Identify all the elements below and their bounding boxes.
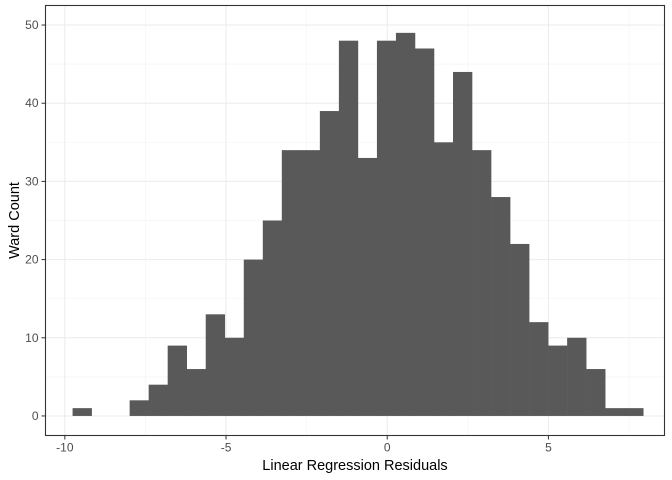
histogram-bar [433,142,454,416]
x-tick-label: 0 [384,441,391,455]
histogram-bar [357,157,378,416]
histogram-bar [300,150,321,416]
histogram-bar [472,150,492,416]
histogram-bar [567,337,587,416]
histogram-bar [262,220,283,416]
y-axis-title: Ward Count [7,182,23,259]
histogram-bar [338,40,359,416]
panel-border [44,4,666,437]
y-tick-label: 30 [25,174,39,188]
x-axis: -10 -5 0 5 [56,435,552,455]
histogram-bars [72,32,644,416]
y-tick-label: 10 [25,331,39,345]
histogram-bar [319,111,340,416]
x-tick-label: -5 [221,441,232,455]
histogram-bar [491,197,511,416]
histogram-bar [529,322,549,416]
y-axis: 0 10 20 30 40 50 [25,18,46,423]
histogram-bar [395,32,416,416]
histogram-bar [205,314,226,416]
histogram-bar [624,408,644,416]
histogram-bar [376,40,397,416]
histogram-bar [148,384,168,416]
histogram-bar [281,150,302,416]
x-axis-title: Linear Regression Residuals [262,458,447,474]
y-tick-label: 20 [25,253,39,267]
x-tick-label: -10 [56,441,74,455]
histogram-bar [510,243,530,416]
histogram-bar [414,48,435,416]
y-tick-label: 40 [25,96,39,110]
y-tick-label: 0 [32,409,39,423]
histogram-bar [453,71,473,416]
histogram-bar [167,345,188,416]
histogram-bar [586,369,606,416]
histogram-bar [186,369,207,416]
histogram-bar [129,400,149,416]
histogram-bar [224,337,245,416]
histogram-bar [548,345,568,416]
histogram-bar [605,408,625,416]
histogram-bar [243,259,264,416]
x-tick-label: 5 [545,441,552,455]
y-tick-label: 50 [25,18,39,32]
histogram-bar [72,408,92,416]
